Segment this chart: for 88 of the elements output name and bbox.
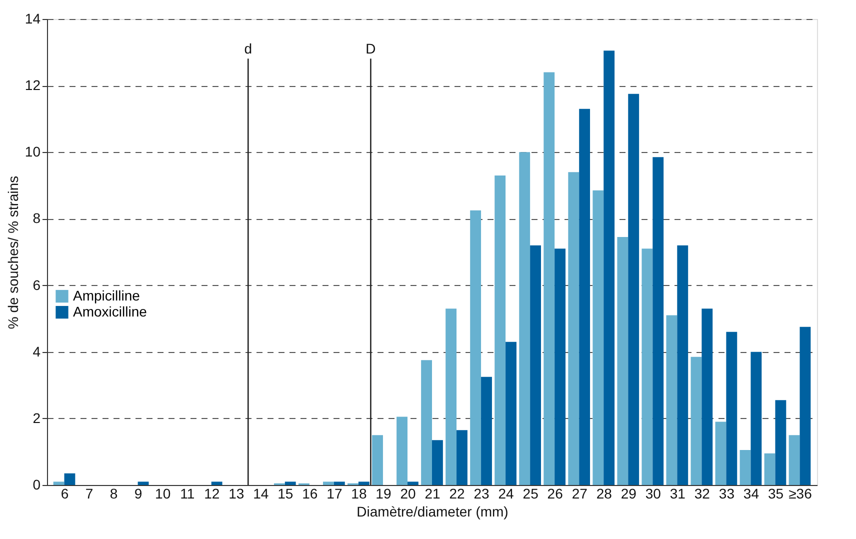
y-tick-label: 14	[24, 10, 41, 26]
bar	[579, 108, 590, 485]
bar	[494, 175, 506, 485]
bar	[800, 326, 811, 485]
x-tick-label: 13	[228, 486, 244, 502]
bar	[604, 50, 615, 485]
x-tick-label: 16	[302, 486, 318, 502]
x-tick-label: 22	[449, 486, 466, 502]
x-tick-label: 27	[572, 486, 588, 502]
bar	[396, 416, 408, 485]
x-tick-label: 20	[400, 486, 416, 502]
legend-label: Ampicilline	[73, 287, 140, 304]
bar	[519, 152, 530, 485]
x-tick-label: 8	[110, 486, 118, 502]
x-tick-label: 29	[620, 486, 637, 502]
bar	[740, 450, 751, 485]
bar	[715, 422, 726, 485]
bar	[211, 482, 222, 485]
x-tick-label: 30	[645, 486, 662, 502]
bar	[53, 482, 64, 485]
y-axis-title: % de souches/ % strains	[4, 176, 21, 330]
bar	[544, 72, 555, 485]
bar	[470, 210, 482, 485]
x-tick-label: 17	[326, 486, 342, 502]
x-tick-label: 25	[522, 486, 539, 502]
bar	[764, 453, 776, 485]
bar	[677, 245, 688, 485]
x-axis-title: Diamètre/diameter (mm)	[356, 504, 508, 520]
x-tick-label: 24	[498, 486, 514, 502]
bar	[506, 342, 516, 485]
x-tick-label: 28	[596, 486, 612, 502]
x-tick-label: ≥36	[788, 486, 812, 502]
bar	[652, 157, 664, 485]
y-tick-label: 8	[32, 210, 41, 226]
y-tick-label: 10	[24, 144, 41, 160]
y-tick-label: 6	[32, 276, 41, 293]
x-tick-label: 9	[134, 486, 142, 502]
bar	[726, 332, 738, 485]
bar	[617, 237, 628, 485]
bar	[788, 435, 800, 485]
x-tick-label: 32	[694, 486, 710, 502]
x-tick-label: 35	[768, 486, 784, 502]
bar	[64, 473, 76, 485]
bar	[358, 482, 370, 485]
bar	[407, 482, 418, 485]
bar	[750, 352, 762, 485]
bar	[446, 308, 457, 485]
y-tick-label: 0	[32, 476, 41, 492]
ref-line-label: D	[366, 40, 376, 56]
x-tick-label: 23	[474, 486, 490, 502]
bar	[775, 400, 786, 485]
bar	[481, 376, 492, 485]
x-tick-label: 10	[155, 486, 171, 502]
y-tick-label: 12	[24, 77, 41, 94]
bar	[666, 315, 678, 485]
x-tick-label: 7	[85, 486, 94, 502]
x-tick-label: 26	[547, 486, 564, 502]
bar	[334, 482, 345, 485]
bar	[530, 245, 541, 485]
x-tick-label: 14	[253, 486, 269, 502]
bar	[690, 356, 702, 485]
bar	[432, 440, 443, 485]
x-tick-label: 21	[424, 486, 440, 502]
y-tick-label: 2	[32, 410, 41, 426]
bar	[372, 435, 383, 485]
bar	[642, 248, 653, 485]
ref-line-label: d	[244, 40, 252, 56]
bar	[456, 430, 468, 485]
x-tick-label: 33	[718, 486, 735, 502]
bar	[568, 172, 580, 485]
bar	[554, 248, 566, 485]
y-tick-label: 4	[32, 343, 41, 360]
x-tick-label: 19	[376, 486, 392, 502]
bar	[138, 482, 149, 485]
x-tick-label: 11	[180, 486, 195, 502]
legend-label: Amoxicilline	[73, 303, 148, 320]
x-tick-label: 6	[60, 486, 69, 502]
bar	[421, 360, 432, 485]
bar	[702, 308, 713, 485]
bar	[628, 94, 640, 485]
bar	[323, 482, 334, 485]
x-tick-label: 18	[351, 486, 367, 502]
bar	[592, 190, 604, 485]
x-tick-label: 34	[743, 486, 760, 502]
bar	[284, 482, 296, 485]
x-tick-label: 12	[204, 486, 220, 502]
x-tick-label: 15	[278, 486, 294, 502]
x-tick-label: 31	[670, 486, 686, 502]
